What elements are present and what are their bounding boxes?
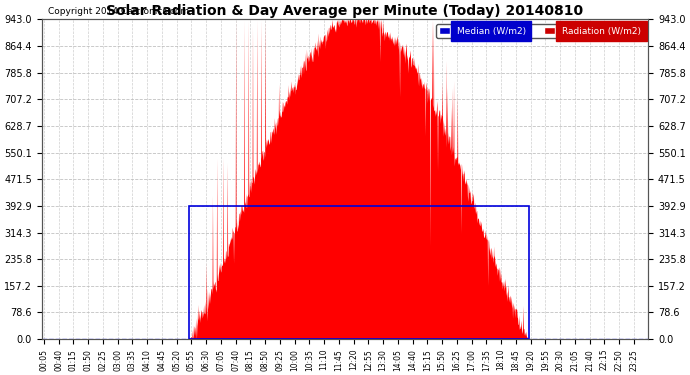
Legend: Median (W/m2), Radiation (W/m2): Median (W/m2), Radiation (W/m2): [436, 24, 644, 38]
Title: Solar Radiation & Day Average per Minute (Today) 20140810: Solar Radiation & Day Average per Minute…: [106, 4, 584, 18]
Bar: [189, 206, 529, 339]
Text: Copyright 2014 Cartronics.com: Copyright 2014 Cartronics.com: [48, 7, 189, 16]
